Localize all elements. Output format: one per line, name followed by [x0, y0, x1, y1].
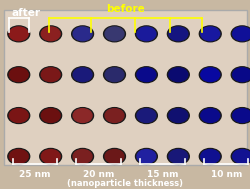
Circle shape [232, 149, 250, 163]
Circle shape [200, 27, 219, 41]
Circle shape [73, 109, 92, 122]
Circle shape [8, 149, 30, 164]
Circle shape [198, 108, 220, 123]
Circle shape [232, 68, 250, 81]
Circle shape [200, 149, 219, 163]
Circle shape [230, 26, 250, 42]
Circle shape [40, 26, 61, 42]
Circle shape [103, 149, 125, 164]
Circle shape [41, 109, 60, 122]
Circle shape [73, 149, 92, 163]
Circle shape [232, 109, 250, 122]
Circle shape [103, 67, 125, 83]
Circle shape [73, 27, 92, 41]
Circle shape [41, 149, 60, 163]
Circle shape [168, 27, 187, 41]
Circle shape [72, 108, 93, 123]
Circle shape [230, 67, 250, 83]
Text: 25 nm: 25 nm [19, 170, 50, 179]
Circle shape [167, 26, 188, 42]
Text: 20 nm: 20 nm [82, 170, 114, 179]
Circle shape [230, 108, 250, 123]
Circle shape [8, 67, 30, 83]
Circle shape [168, 149, 187, 163]
Circle shape [72, 67, 93, 83]
Circle shape [135, 108, 157, 123]
Circle shape [198, 26, 220, 42]
Circle shape [200, 109, 219, 122]
Circle shape [232, 27, 250, 41]
Circle shape [8, 108, 30, 123]
Circle shape [168, 68, 187, 81]
Circle shape [41, 68, 60, 81]
Circle shape [9, 27, 28, 41]
Circle shape [136, 149, 155, 163]
Circle shape [103, 108, 125, 123]
Circle shape [198, 67, 220, 83]
Circle shape [9, 68, 28, 81]
Circle shape [136, 109, 155, 122]
Text: before: before [106, 4, 144, 14]
Circle shape [105, 109, 124, 122]
Text: 15 nm: 15 nm [146, 170, 178, 179]
Circle shape [9, 149, 28, 163]
Circle shape [200, 68, 219, 81]
Circle shape [41, 27, 60, 41]
Circle shape [136, 68, 155, 81]
Circle shape [105, 68, 124, 81]
Bar [4, 10, 246, 165]
Circle shape [167, 67, 188, 83]
Circle shape [135, 26, 157, 42]
Circle shape [40, 149, 61, 164]
Circle shape [167, 108, 188, 123]
Text: 10 nm: 10 nm [210, 170, 241, 179]
Circle shape [8, 26, 30, 42]
Text: after: after [11, 8, 40, 18]
Circle shape [135, 149, 157, 164]
Circle shape [72, 26, 93, 42]
Circle shape [135, 67, 157, 83]
Circle shape [230, 149, 250, 164]
Circle shape [167, 149, 188, 164]
Circle shape [9, 109, 28, 122]
Circle shape [73, 68, 92, 81]
Text: (nanoparticle thickness): (nanoparticle thickness) [67, 179, 183, 188]
Circle shape [103, 26, 125, 42]
Circle shape [72, 149, 93, 164]
Circle shape [168, 109, 187, 122]
Circle shape [105, 149, 124, 163]
Circle shape [198, 149, 220, 164]
Circle shape [136, 27, 155, 41]
Circle shape [105, 27, 124, 41]
Circle shape [40, 108, 61, 123]
Circle shape [40, 67, 61, 83]
